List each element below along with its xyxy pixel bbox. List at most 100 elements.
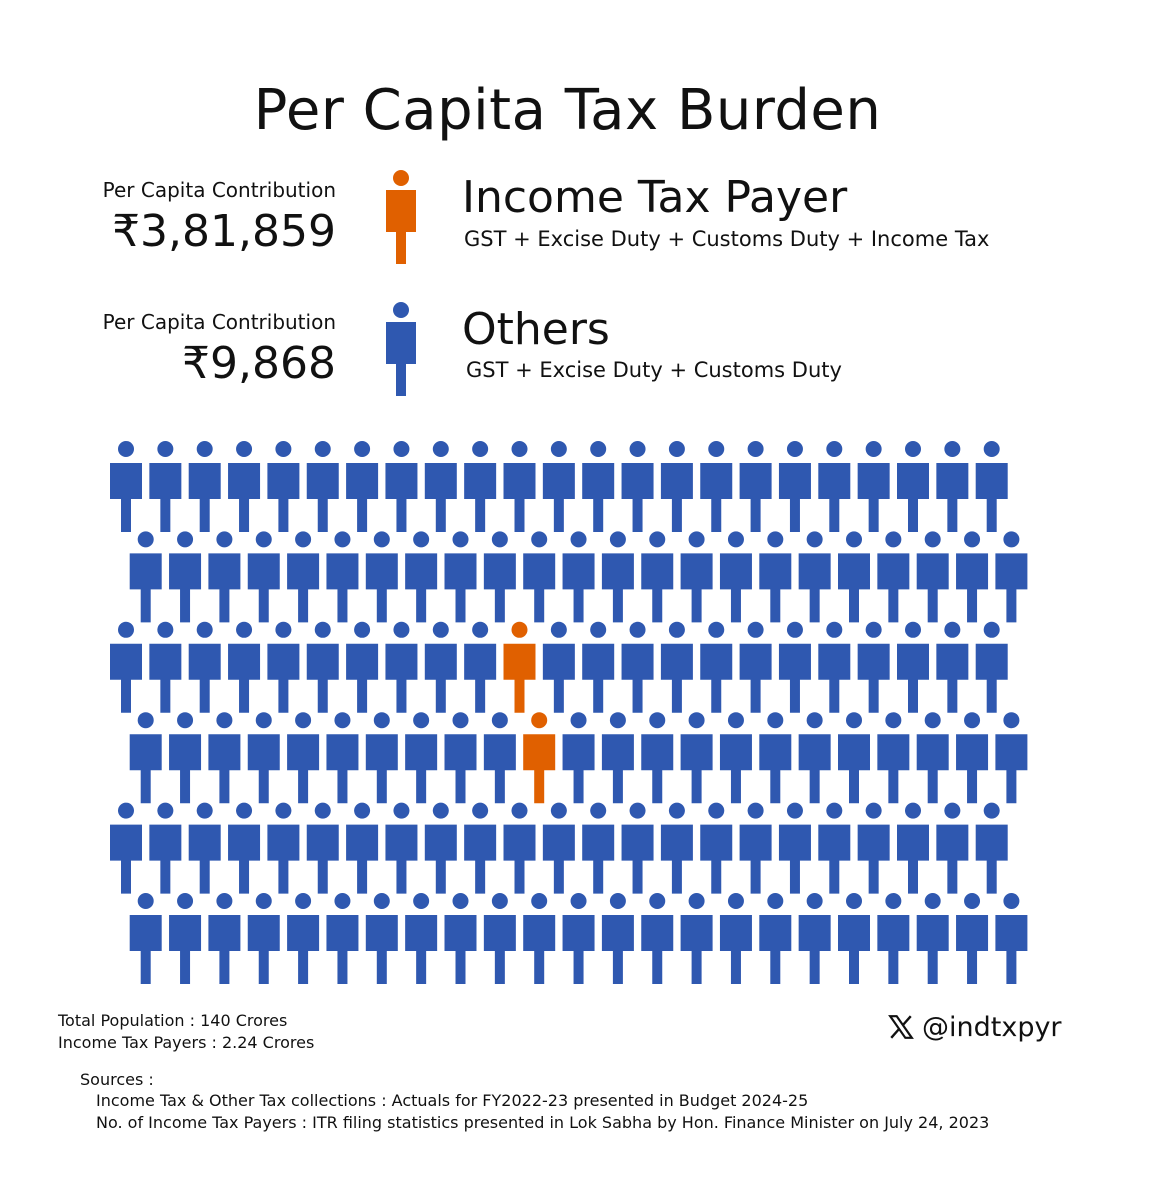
person-icon-other — [444, 712, 477, 804]
person-icon-other — [680, 531, 713, 623]
taxpayer-category-formula: GST + Excise Duty + Customs Duty + Incom… — [464, 227, 990, 251]
person-icon-other — [228, 621, 261, 713]
person-icon-other — [582, 802, 615, 894]
social-handle[interactable]: @indtxpyr — [888, 1012, 1062, 1043]
person-icon-other — [228, 441, 261, 532]
person-icon-other — [798, 531, 831, 623]
person-icon-other — [601, 712, 634, 804]
person-icon-other — [759, 531, 792, 623]
person-icon-taxpayer — [503, 621, 536, 713]
person-icon-other — [778, 621, 811, 713]
person-icon-other — [129, 893, 162, 984]
taxpayers-note: Income Tax Payers : 2.24 Crores — [58, 1033, 315, 1052]
person-icon-other — [739, 802, 772, 894]
person-icon-other — [483, 712, 516, 804]
person-icon-other — [326, 712, 359, 804]
person-icon-other — [523, 893, 556, 984]
others-category-formula: GST + Excise Duty + Customs Duty — [466, 358, 842, 382]
person-icon-other — [660, 802, 693, 894]
person-icon-other — [818, 802, 851, 894]
person-icon-other — [641, 531, 674, 623]
person-icon-other — [621, 621, 654, 713]
person-icon-other — [188, 441, 221, 532]
person-icon-other — [995, 893, 1028, 984]
person-icon-taxpayer — [523, 712, 556, 804]
person-icon-other — [287, 531, 320, 623]
person-icon-other — [228, 802, 261, 894]
taxpayer-person-icon — [386, 170, 416, 264]
person-icon-other — [405, 531, 438, 623]
person-icon-other — [818, 621, 851, 713]
person-icon-other — [975, 802, 1008, 894]
person-icon-other — [129, 531, 162, 623]
person-icon-other — [542, 802, 575, 894]
total-population-note: Total Population : 140 Crores — [58, 1011, 288, 1030]
person-icon-other — [405, 712, 438, 804]
person-icon-other — [169, 712, 202, 804]
person-icon-other — [247, 893, 280, 984]
person-icon-other — [464, 621, 497, 713]
person-icon-other — [346, 441, 379, 532]
person-icon-other — [385, 621, 418, 713]
person-icon-other — [621, 441, 654, 532]
person-icon-other — [208, 531, 241, 623]
person-icon-other — [149, 802, 182, 894]
person-icon-other — [798, 712, 831, 804]
others-contribution-value: ₹9,868 — [182, 338, 336, 389]
person-icon-other — [523, 531, 556, 623]
taxpayer-category-name: Income Tax Payer — [462, 172, 848, 223]
person-icon-other — [424, 802, 457, 894]
person-icon-other — [916, 712, 949, 804]
person-icon-other — [778, 802, 811, 894]
person-icon-other — [936, 802, 969, 894]
person-icon-other — [956, 531, 989, 623]
person-icon-other — [542, 441, 575, 532]
others-contribution-label: Per Capita Contribution — [102, 310, 336, 334]
person-icon-other — [306, 441, 339, 532]
person-icon-other — [857, 441, 890, 532]
person-icon-other — [562, 712, 595, 804]
person-icon-other — [601, 531, 634, 623]
person-icon-other — [680, 712, 713, 804]
person-icon-other — [444, 531, 477, 623]
person-icon-other — [365, 712, 398, 804]
person-icon-other — [857, 802, 890, 894]
person-icon-other — [444, 893, 477, 984]
person-icon-other — [897, 802, 929, 894]
person-icon-other — [601, 893, 634, 984]
person-icon-other — [503, 802, 536, 894]
person-icon-other — [483, 893, 516, 984]
person-icon-other — [129, 712, 162, 804]
person-icon-other — [562, 531, 595, 623]
person-icon-other — [169, 531, 202, 623]
person-icon-other — [542, 621, 575, 713]
taxpayer-contribution-value: ₹3,81,859 — [112, 206, 336, 257]
person-icon-other — [838, 893, 870, 984]
sources-title: Sources : — [80, 1070, 154, 1089]
person-icon-other — [877, 712, 910, 804]
person-icon-other — [956, 712, 989, 804]
person-icon-other — [759, 712, 792, 804]
person-icon-other — [562, 893, 595, 984]
person-icon-other — [700, 621, 733, 713]
person-icon-other — [346, 802, 379, 894]
person-icon-other — [365, 531, 398, 623]
source-item-2: No. of Income Tax Payers : ITR filing st… — [96, 1113, 990, 1132]
person-icon-other — [660, 621, 693, 713]
person-icon-other — [995, 531, 1028, 623]
person-icon-other — [956, 893, 989, 984]
person-icon-other — [838, 531, 870, 623]
person-icon-other — [582, 621, 615, 713]
person-icon-other — [267, 621, 300, 713]
person-icon-other — [877, 531, 910, 623]
person-icon-other — [660, 441, 693, 532]
person-icon-other — [621, 802, 654, 894]
person-icon-other — [483, 531, 516, 623]
person-icon-other — [857, 621, 890, 713]
person-icon-other — [936, 441, 969, 532]
person-icon-other — [385, 441, 418, 532]
person-icon-other — [503, 441, 536, 532]
person-icon-other — [149, 621, 182, 713]
person-icon-other — [582, 441, 615, 532]
person-icon-other — [897, 621, 929, 713]
